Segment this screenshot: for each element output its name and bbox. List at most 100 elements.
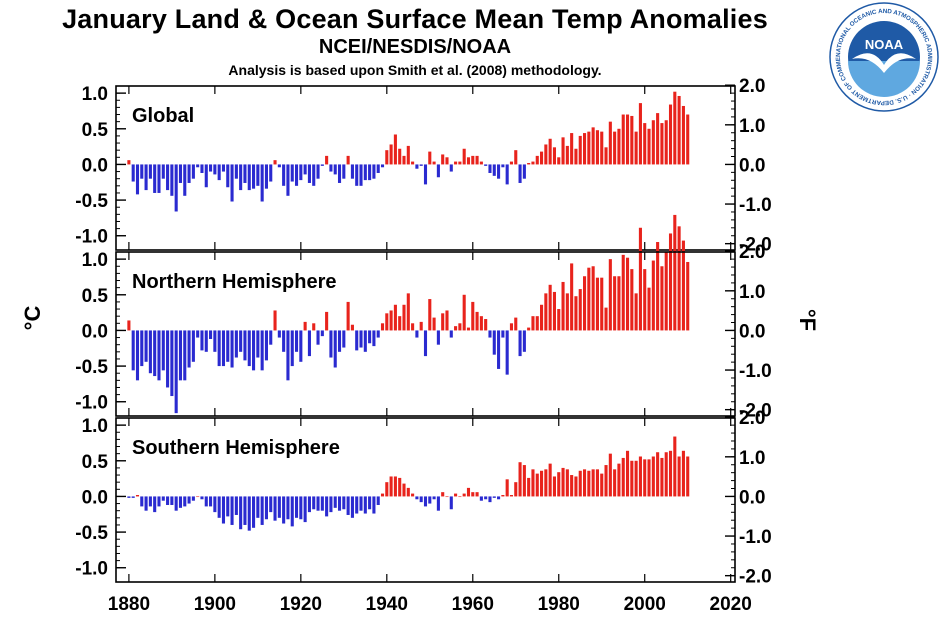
bar-0-1926	[325, 155, 329, 165]
bar-2-1956	[454, 493, 458, 497]
ytick-label-right-0-1: 1.0	[739, 116, 765, 137]
bar-2-1901	[217, 496, 221, 518]
bar-1-2006	[668, 233, 673, 331]
bar-1-1881	[131, 330, 135, 371]
bar-0-1931	[346, 155, 350, 165]
bar-2-1900	[213, 496, 217, 513]
xtick-label-4: 1960	[452, 594, 494, 615]
bar-1-1889	[166, 330, 170, 388]
bar-0-1943	[398, 148, 402, 165]
bar-1-1969	[509, 323, 514, 331]
bar-2-1937	[372, 496, 376, 514]
bar-1-1915	[277, 330, 281, 338]
bar-2-1981	[561, 467, 565, 497]
bar-0-1955	[449, 164, 453, 172]
bar-1-1907	[243, 330, 247, 361]
panel-label-1: Northern Hemisphere	[132, 271, 337, 293]
bar-1-1997	[630, 269, 634, 331]
ytick-label-left-0-1: 0.5	[82, 120, 109, 141]
ylabel-right: °F	[795, 309, 820, 331]
bar-2-1952	[436, 496, 440, 511]
bar-1-1903	[226, 330, 230, 362]
bar-2-1996	[625, 450, 630, 497]
xtick-label-1: 1900	[194, 594, 236, 615]
bar-2-1892	[178, 496, 183, 508]
bar-2-1966	[497, 496, 501, 500]
bar-1-1939	[380, 323, 385, 331]
bar-0-1973	[527, 163, 531, 165]
bar-0-2001	[647, 128, 651, 165]
bar-1-1959	[466, 327, 471, 331]
bar-0-1880	[127, 160, 131, 165]
bar-2-1928	[333, 496, 337, 508]
bar-0-1888	[161, 164, 165, 179]
bar-0-1902	[221, 164, 226, 172]
ytick-label-left-2-0: 1.0	[82, 416, 108, 437]
bar-1-1958	[462, 294, 466, 331]
bar-2-1907	[243, 496, 247, 525]
bar-1-1971	[518, 330, 522, 357]
bar-0-1960	[471, 155, 475, 165]
bar-2-1903	[226, 496, 230, 517]
bar-1-1888	[161, 330, 165, 371]
bar-1-1983	[570, 263, 574, 331]
bar-1-1884	[144, 330, 148, 362]
bar-0-1910	[256, 164, 260, 186]
bar-2-2002	[651, 456, 655, 497]
bar-0-1982	[565, 145, 569, 165]
bar-0-1958	[462, 148, 466, 165]
bar-2-1944	[402, 483, 406, 497]
bar-1-1967	[501, 330, 505, 338]
bar-0-1944	[402, 155, 406, 165]
bar-1-1896	[196, 330, 200, 338]
bar-2-1995	[621, 457, 625, 497]
ytick-label-right-0-2: 0.0	[739, 155, 765, 176]
ytick-label-right-0-3: -1.0	[739, 195, 772, 216]
bar-1-1933	[355, 330, 359, 351]
bar-1-1919	[294, 330, 299, 352]
ytick-label-right-1-3: -1.0	[739, 361, 772, 382]
bar-2-1971	[518, 462, 522, 497]
bar-2-1920	[299, 496, 303, 520]
bar-1-1943	[398, 316, 402, 331]
bar-0-1954	[445, 157, 449, 165]
ytick-label-left-2-2: 0.0	[82, 487, 108, 508]
bar-1-1957	[458, 323, 462, 331]
bar-0-1974	[531, 161, 535, 165]
bar-2-1982	[565, 469, 569, 497]
bar-1-1908	[247, 330, 251, 367]
bar-0-1957	[458, 161, 462, 165]
bar-2-1984	[574, 476, 578, 497]
bar-0-2009	[681, 105, 685, 165]
bar-0-1983	[570, 133, 574, 165]
bar-2-1898	[204, 496, 208, 507]
bar-1-1942	[393, 304, 397, 331]
panel-label-0: Global	[132, 105, 194, 127]
bar-2-2006	[668, 450, 673, 497]
bar-2-1980	[557, 472, 561, 497]
panel-frame-0	[115, 85, 736, 251]
bar-2-1975	[535, 473, 539, 497]
bar-0-1884	[144, 164, 148, 191]
bar-0-1975	[535, 155, 539, 165]
bar-2-1951	[432, 496, 436, 500]
ytick-label-right-0-4: -2.0	[739, 235, 772, 256]
bar-1-2005	[664, 252, 668, 331]
bar-1-1900	[213, 330, 217, 352]
xtick-label-6: 2000	[624, 594, 666, 615]
bar-2-1924	[316, 496, 320, 511]
bar-0-2005	[664, 120, 668, 165]
bar-1-1947	[415, 330, 419, 338]
bar-0-1950	[428, 151, 432, 165]
bar-2-1948	[419, 496, 423, 503]
bar-2-1883	[140, 496, 144, 507]
bar-0-1898	[204, 164, 208, 188]
xtick-label-7: 2020	[710, 594, 752, 615]
bar-1-1934	[359, 330, 363, 348]
bar-0-1984	[574, 148, 578, 165]
bar-2-1896	[196, 496, 200, 498]
bar-1-1892	[178, 330, 183, 381]
bar-1-1990	[600, 277, 604, 331]
bar-0-1890	[170, 164, 174, 196]
bar-0-1987	[587, 131, 591, 165]
